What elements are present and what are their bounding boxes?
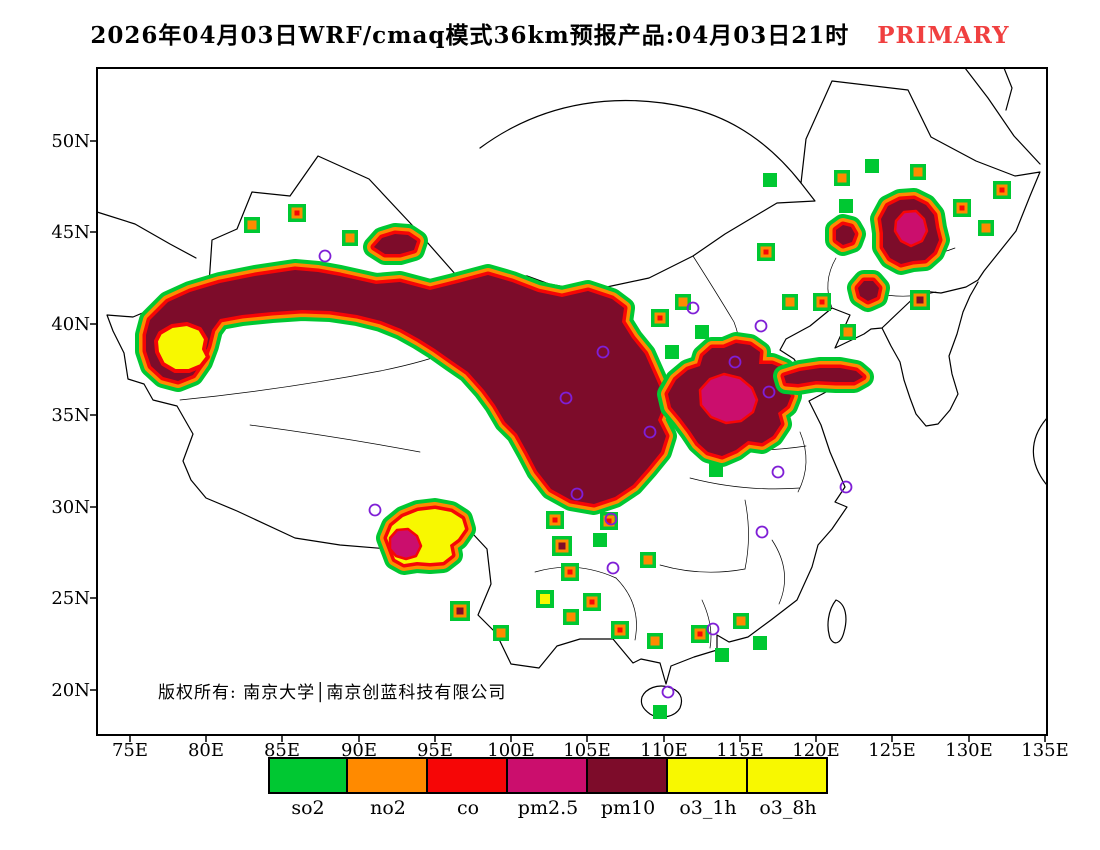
- x-axis-tick-label: 75E: [111, 740, 149, 761]
- legend-label-pm25: pm2.5: [517, 797, 579, 819]
- legend-swatch-o3-8h: [746, 757, 828, 794]
- x-axis-tick-label: 80E: [187, 740, 225, 761]
- x-axis-tick-label: 120E: [792, 740, 840, 761]
- x-axis-tick-label: 110E: [640, 740, 688, 761]
- hainan-outline: [640, 685, 683, 718]
- x-axis-tick-label: 90E: [340, 740, 378, 761]
- copyright-text: 版权所有: 南京大学│南京创蓝科技有限公司: [158, 683, 507, 703]
- y-axis-tick-label: 25N: [51, 588, 90, 609]
- legend-swatch-co: [426, 757, 508, 794]
- o3-patch-west-tarim: [154, 322, 210, 373]
- x-axis-tick-label: 95E: [416, 740, 454, 761]
- pm10-blob-northeast-small-2: [858, 281, 879, 301]
- pm25-core-north-china: [698, 372, 759, 425]
- y-axis-tick-label: 20N: [51, 680, 90, 701]
- legend: so2 no2 co pm2.5 pm10 o3_1h o3_8h: [268, 757, 828, 819]
- page-title: 2026年04月03日WRF/cmaq模式36km预报产品:04月03日21时 P…: [0, 16, 1100, 50]
- x-axis-tick-label: 100E: [487, 740, 535, 761]
- legend-item-co: co: [426, 757, 508, 819]
- pm10-arm-shandong: [784, 368, 863, 384]
- y-axis-tick-label: 45N: [51, 222, 90, 243]
- title-primary-tag: PRIMARY: [877, 22, 1010, 49]
- taiwan-outline: [827, 599, 847, 644]
- y-axis-tick-label: 30N: [51, 497, 90, 518]
- legend-label-co: co: [456, 797, 480, 819]
- legend-item-pm10: pm10: [586, 757, 668, 819]
- legend-label-pm10: pm10: [600, 797, 656, 819]
- title-text: 2026年04月03日WRF/cmaq模式36km预报产品:04月03日21时: [90, 22, 850, 49]
- legend-swatch-pm25: [506, 757, 588, 794]
- x-axis-tick-label: 85E: [263, 740, 301, 761]
- sakhalin-line: [1003, 69, 1013, 111]
- mongolia-russia-border-line: [479, 99, 802, 184]
- legend-label-no2: no2: [370, 797, 406, 819]
- legend-item-o3-8h: o3_8h: [746, 757, 828, 819]
- y-axis-tick-label: 35N: [51, 405, 90, 426]
- legend-swatch-no2: [346, 757, 428, 794]
- legend-label-o3-8h: o3_8h: [759, 797, 817, 819]
- legend-item-so2: so2: [268, 757, 348, 819]
- kazakh-border-line: [98, 211, 197, 259]
- pm25-core-south-tibet: [388, 527, 423, 561]
- pollutant-regions: [146, 199, 939, 564]
- x-axis-tick-label: 115E: [716, 740, 764, 761]
- axis-ticks: [90, 140, 1046, 742]
- y-axis-tick-label: 40N: [51, 314, 90, 335]
- station-markers: [318, 249, 853, 699]
- korea-outline: [881, 281, 979, 427]
- legend-swatch-pm10: [586, 757, 668, 794]
- legend-item-pm25: pm2.5: [506, 757, 588, 819]
- legend-swatch-so2: [268, 757, 348, 794]
- pm10-blob-northeast-small-1: [836, 225, 855, 245]
- plot-border: [96, 67, 1048, 736]
- legend-label-so2: so2: [291, 797, 325, 819]
- x-axis-tick-label: 125E: [868, 740, 916, 761]
- japan-coast-line: [1032, 418, 1046, 485]
- pm10-region-northwest-band: [146, 270, 666, 504]
- pm10-blob-hami: [374, 234, 417, 254]
- x-axis-tick-label: 105E: [563, 740, 611, 761]
- x-axis-tick-label: 135E: [1021, 740, 1069, 761]
- tatar-coast-line: [965, 69, 1041, 165]
- legend-item-no2: no2: [346, 757, 428, 819]
- pm25-core-northeast: [893, 209, 929, 248]
- legend-swatch-o3-1h: [666, 757, 748, 794]
- x-axis-tick-label: 130E: [945, 740, 993, 761]
- legend-item-o3-1h: o3_1h: [666, 757, 748, 819]
- legend-label-o3-1h: o3_1h: [679, 797, 737, 819]
- y-axis-tick-label: 50N: [51, 131, 90, 152]
